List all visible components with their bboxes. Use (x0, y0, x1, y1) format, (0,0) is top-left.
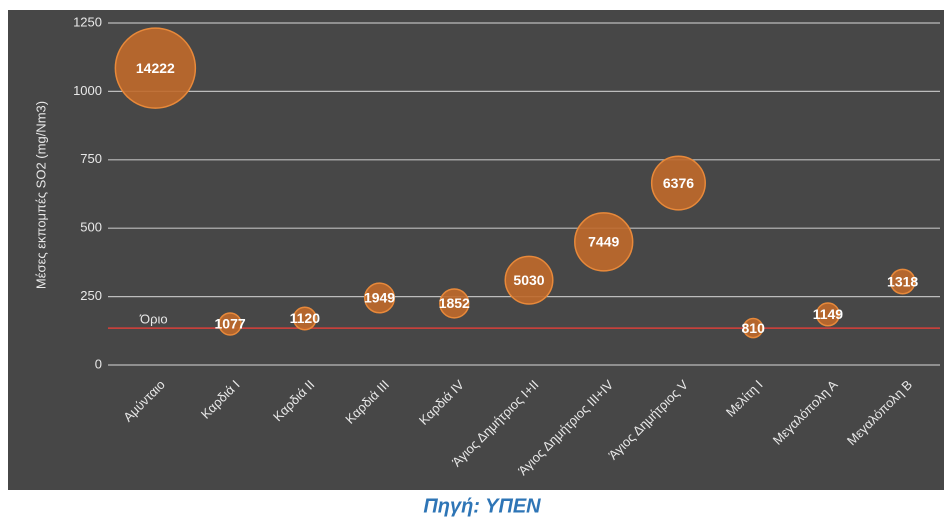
bubble (889, 268, 916, 295)
bubble (114, 27, 197, 109)
bubble (218, 312, 242, 336)
bubble (742, 317, 764, 339)
bubble (363, 282, 396, 314)
data-label: 5030 (513, 272, 544, 288)
y-axis-label: Μέσες εκπομπές SO2 (mg/Nm3) (33, 101, 48, 289)
y-tick-label: 500 (80, 220, 102, 235)
bubble (815, 302, 841, 327)
bubble (439, 288, 470, 319)
bubble (650, 155, 706, 211)
limit-label: Όριο (139, 312, 168, 327)
data-label: 6376 (663, 175, 694, 191)
y-tick-label: 1000 (73, 83, 102, 98)
data-label: 1852 (439, 295, 470, 311)
data-label: 1318 (887, 273, 918, 289)
bubble (504, 255, 554, 305)
y-tick-label: 250 (80, 288, 102, 303)
bubble (292, 306, 317, 331)
data-label: 14222 (136, 60, 175, 76)
data-label: 1149 (813, 306, 844, 322)
data-label: 1077 (215, 316, 246, 332)
data-label: 810 (742, 320, 766, 336)
data-label: 1949 (364, 290, 395, 306)
y-tick-label: 1250 (73, 14, 102, 29)
source: Πηγή: ΥΠΕΝ (423, 495, 541, 517)
y-tick-label: 0 (95, 356, 102, 371)
bubble (574, 212, 634, 272)
y-tick-label: 750 (80, 151, 102, 166)
data-label: 1120 (290, 310, 321, 326)
data-label: 7449 (588, 234, 619, 250)
